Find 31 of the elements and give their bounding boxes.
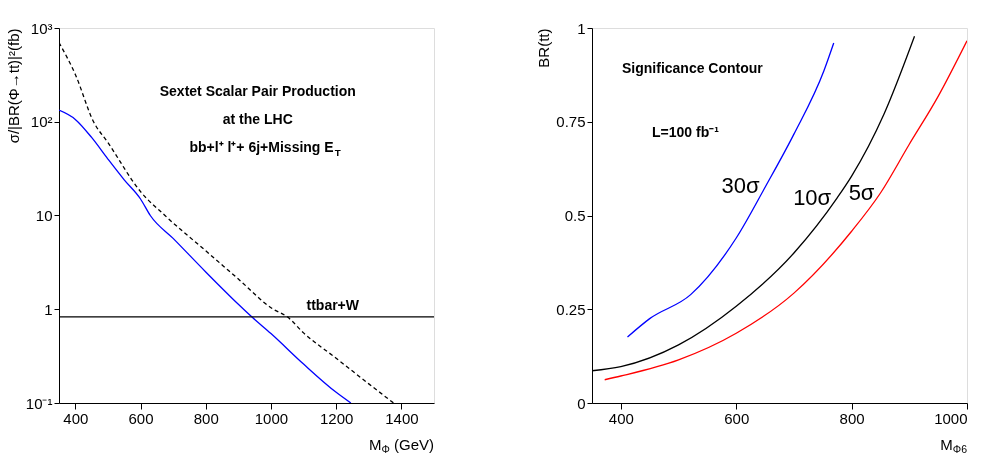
y-tick-label: 0.75 (556, 113, 586, 131)
y-tick-label: 1 (44, 300, 53, 318)
series-label: 5σ (848, 180, 875, 205)
line-series (604, 40, 967, 381)
x-tick-label: 600 (128, 409, 154, 427)
annotation: at the LHC (222, 110, 293, 127)
x-tick-label: 400 (63, 409, 89, 427)
y-axis-title: BR(tt) (535, 28, 553, 68)
series-label: 10σ (793, 184, 832, 210)
x-tick-label: 600 (724, 409, 750, 427)
y-tick-label: 0.5 (564, 207, 586, 224)
x-tick-label: 400 (608, 409, 634, 427)
annotation: Sextet Scalar Pair Production (159, 82, 356, 99)
x-tick-label: 800 (839, 409, 865, 427)
y-tick-label: 10² (30, 113, 53, 131)
x-tick-label: 1400 (385, 409, 419, 427)
y-tick-label: 0.25 (556, 300, 586, 318)
x-tick-label: 1200 (319, 409, 354, 427)
annotation: Significance Contour (622, 60, 764, 77)
x-tick-label: 1000 (254, 409, 289, 427)
y-tick-label: 10 (35, 207, 53, 224)
annotation: L=100 fb⁻¹ (652, 124, 720, 140)
y-tick-label: 10⁻¹ (25, 394, 53, 412)
y-axis-title: σ/|BR(Φ→tt)|²(fb) (4, 28, 22, 144)
x-tick-label: 1000 (934, 409, 968, 427)
y-tick-label: 1 (577, 19, 586, 37)
series-label: 30σ (721, 173, 761, 199)
y-tick-label: 0 (577, 394, 586, 412)
x-tick-label: 800 (193, 409, 219, 427)
ref-line-label: ttbar+W (306, 296, 360, 313)
y-tick-label: 10³ (30, 19, 53, 37)
